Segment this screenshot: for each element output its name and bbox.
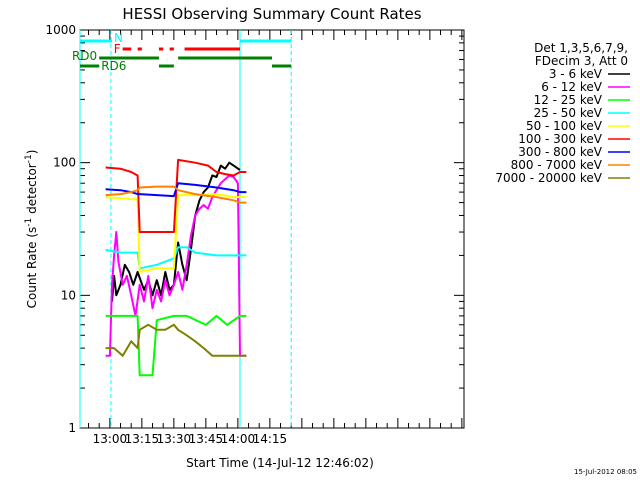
- series-line: [105, 185, 247, 204]
- legend-entry-label: 25 - 50 keV: [534, 106, 603, 120]
- y-axis-label-main: Count Rate (s: [25, 227, 39, 309]
- legend-entry-label: 6 - 12 keV: [541, 80, 603, 94]
- x-axis-label: Start Time (14-Jul-12 12:46:02): [186, 456, 374, 470]
- flag-label-n: N: [114, 31, 123, 45]
- y-tick-label: 100: [53, 156, 76, 170]
- legend-entry-label: 800 - 7000 keV: [511, 158, 603, 172]
- y-axis-label: Count Rate (s-1 detector-1): [24, 150, 39, 309]
- legend-entry-label: 3 - 6 keV: [549, 67, 603, 81]
- legend-header-line: FDecim 3, Att 0: [535, 54, 628, 68]
- x-tick-label: 13:00: [93, 432, 128, 446]
- legend-entry-label: 7000 - 20000 keV: [495, 171, 602, 185]
- legend-entry-label: 50 - 100 keV: [526, 119, 603, 133]
- y-tick-label: 1: [68, 421, 76, 435]
- flag-label-rd6: RD6: [101, 59, 126, 73]
- y-axis-label-end: ): [25, 150, 39, 155]
- x-tick-label: 14:15: [253, 432, 288, 446]
- y-axis-label-exp2: -1: [24, 154, 34, 163]
- vertical-markers: [79, 30, 292, 428]
- series-line: [105, 323, 247, 357]
- y-axis-label-exp1: -1: [24, 218, 34, 227]
- legend-entry-label: 300 - 800 keV: [518, 145, 602, 159]
- series-line: [105, 193, 247, 273]
- series-line: [105, 314, 247, 377]
- x-tick-label: 13:15: [125, 432, 160, 446]
- x-tick-label: 14:00: [221, 432, 256, 446]
- series-line: [105, 174, 247, 357]
- series-line: [105, 246, 247, 270]
- status-flags: NF RD0 RD6: [72, 31, 292, 73]
- legend-header-line: Det 1,3,5,6,7,9,: [534, 41, 628, 55]
- flag-label-f: F: [114, 42, 121, 56]
- flag-label-rd0: RD0: [72, 49, 97, 63]
- x-tick-label: 13:45: [189, 432, 224, 446]
- y-tick-label: 10: [61, 288, 76, 302]
- legend-entry-label: 12 - 25 keV: [534, 93, 603, 107]
- x-tick-label: 13:30: [157, 432, 192, 446]
- y-tick-label: 1000: [45, 23, 76, 37]
- legend: Det 1,3,5,6,7,9,FDecim 3, Att 03 - 6 keV…: [495, 41, 630, 185]
- legend-entry-label: 100 - 300 keV: [518, 132, 602, 146]
- timestamp: 15-Jul-2012 08:05: [574, 468, 637, 476]
- chart-title: HESSI Observing Summary Count Rates: [122, 5, 421, 23]
- series-line: [105, 158, 247, 233]
- y-axis-label-mid: detector: [25, 163, 39, 218]
- data-series: [105, 158, 247, 377]
